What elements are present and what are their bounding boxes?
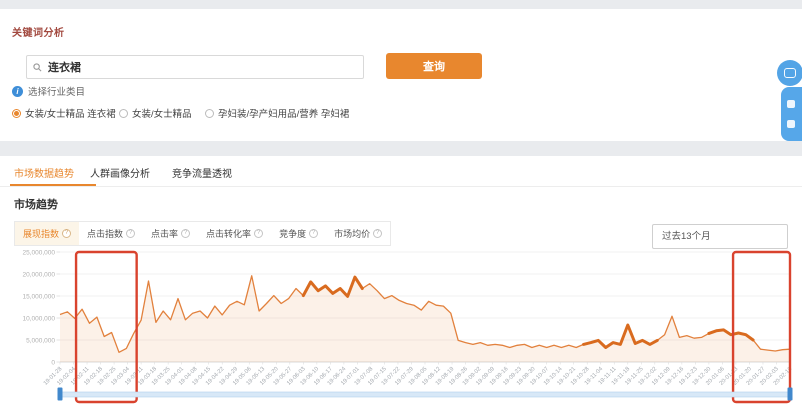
metric-competition[interactable]: 竞争度 ? — [271, 222, 326, 245]
keyword-value: 连衣裙 — [48, 62, 81, 74]
metric-tabs: 展现指数 ? 点击指数 ? 点击率 ? 点击转化率 ? 竞争度 ? 市场均价 ? — [14, 221, 392, 246]
info-icon: i — [12, 85, 23, 97]
contact-icon — [787, 120, 795, 129]
radio-icon — [205, 108, 214, 118]
series-emphasis-segment — [707, 328, 755, 342]
help-icon[interactable]: ? — [126, 229, 136, 238]
left-highlight-annotation-box — [74, 250, 138, 404]
section-title: 市场趋势 — [14, 199, 58, 211]
metric-click-rate[interactable]: 点击率 ? — [143, 222, 198, 245]
radio-selected-icon — [12, 108, 21, 118]
metric-market-avg-price[interactable]: 市场均价 ? — [326, 222, 390, 245]
series-emphasis-segment — [301, 275, 364, 298]
metric-impression-index[interactable]: 展现指数 ? — [15, 222, 80, 245]
category-hint-label: 选择行业类目 — [28, 87, 86, 98]
tab-competition-traffic[interactable]: 竞争流量透视 — [172, 169, 232, 180]
series-area-fill — [60, 275, 790, 362]
help-icon[interactable]: ? — [254, 229, 264, 238]
help-icon[interactable]: ? — [309, 229, 319, 238]
series-line — [59, 275, 791, 353]
y-axis-label: 20,000,000 — [22, 271, 55, 278]
category-option-dress[interactable]: 女装/女士精品 连衣裙 — [12, 106, 116, 120]
time-range-select[interactable]: 过去13个月 — [652, 224, 788, 249]
feedback-icon — [787, 99, 795, 108]
page-top-strip — [0, 0, 802, 9]
feedback-float-bar[interactable] — [781, 87, 802, 141]
y-axis-label: 15,000,000 — [22, 293, 55, 300]
assistant-icon — [784, 68, 796, 78]
category-option-womenswear[interactable]: 女装/女士精品 — [119, 106, 192, 120]
help-icon[interactable]: ? — [373, 229, 383, 238]
query-button[interactable]: 查询 — [386, 53, 482, 79]
y-axis-label: 10,000,000 — [22, 315, 55, 322]
keyword-search-input[interactable]: 连衣裙 — [26, 55, 364, 79]
tabs-divider — [0, 186, 802, 187]
y-axis-label: 0 — [51, 359, 55, 366]
series-emphasis-segment — [582, 323, 659, 349]
y-axis-label: 5,000,000 — [26, 337, 55, 344]
page-title: 关键词分析 — [12, 28, 65, 39]
tab-market-data-trend[interactable]: 市场数据趋势 — [14, 169, 74, 180]
assistant-float-button[interactable] — [777, 60, 802, 86]
metric-click-index[interactable]: 点击指数 ? — [79, 222, 143, 245]
radio-icon — [119, 108, 128, 118]
right-highlight-annotation-box — [731, 250, 792, 404]
category-option-maternity[interactable]: 孕妇装/孕产妇用品/营养 孕妇裙 — [205, 106, 349, 120]
trend-line-chart[interactable]: 25,000,000 20,000,000 15,000,000 10,000,000… — [0, 240, 802, 416]
search-icon — [33, 62, 42, 72]
range-slider-track[interactable] — [59, 391, 791, 398]
range-slider-right-handle[interactable] — [787, 387, 793, 401]
active-tab-underline — [10, 184, 96, 186]
section-separator — [0, 141, 802, 156]
metric-click-conversion-rate[interactable]: 点击转化率 ? — [198, 222, 271, 245]
range-slider-left-handle[interactable] — [57, 387, 63, 401]
help-icon[interactable]: ? — [181, 229, 191, 238]
y-axis-label: 25,000,000 — [22, 249, 55, 256]
tab-audience-profile[interactable]: 人群画像分析 — [90, 169, 150, 180]
help-icon[interactable]: ? — [62, 229, 72, 238]
